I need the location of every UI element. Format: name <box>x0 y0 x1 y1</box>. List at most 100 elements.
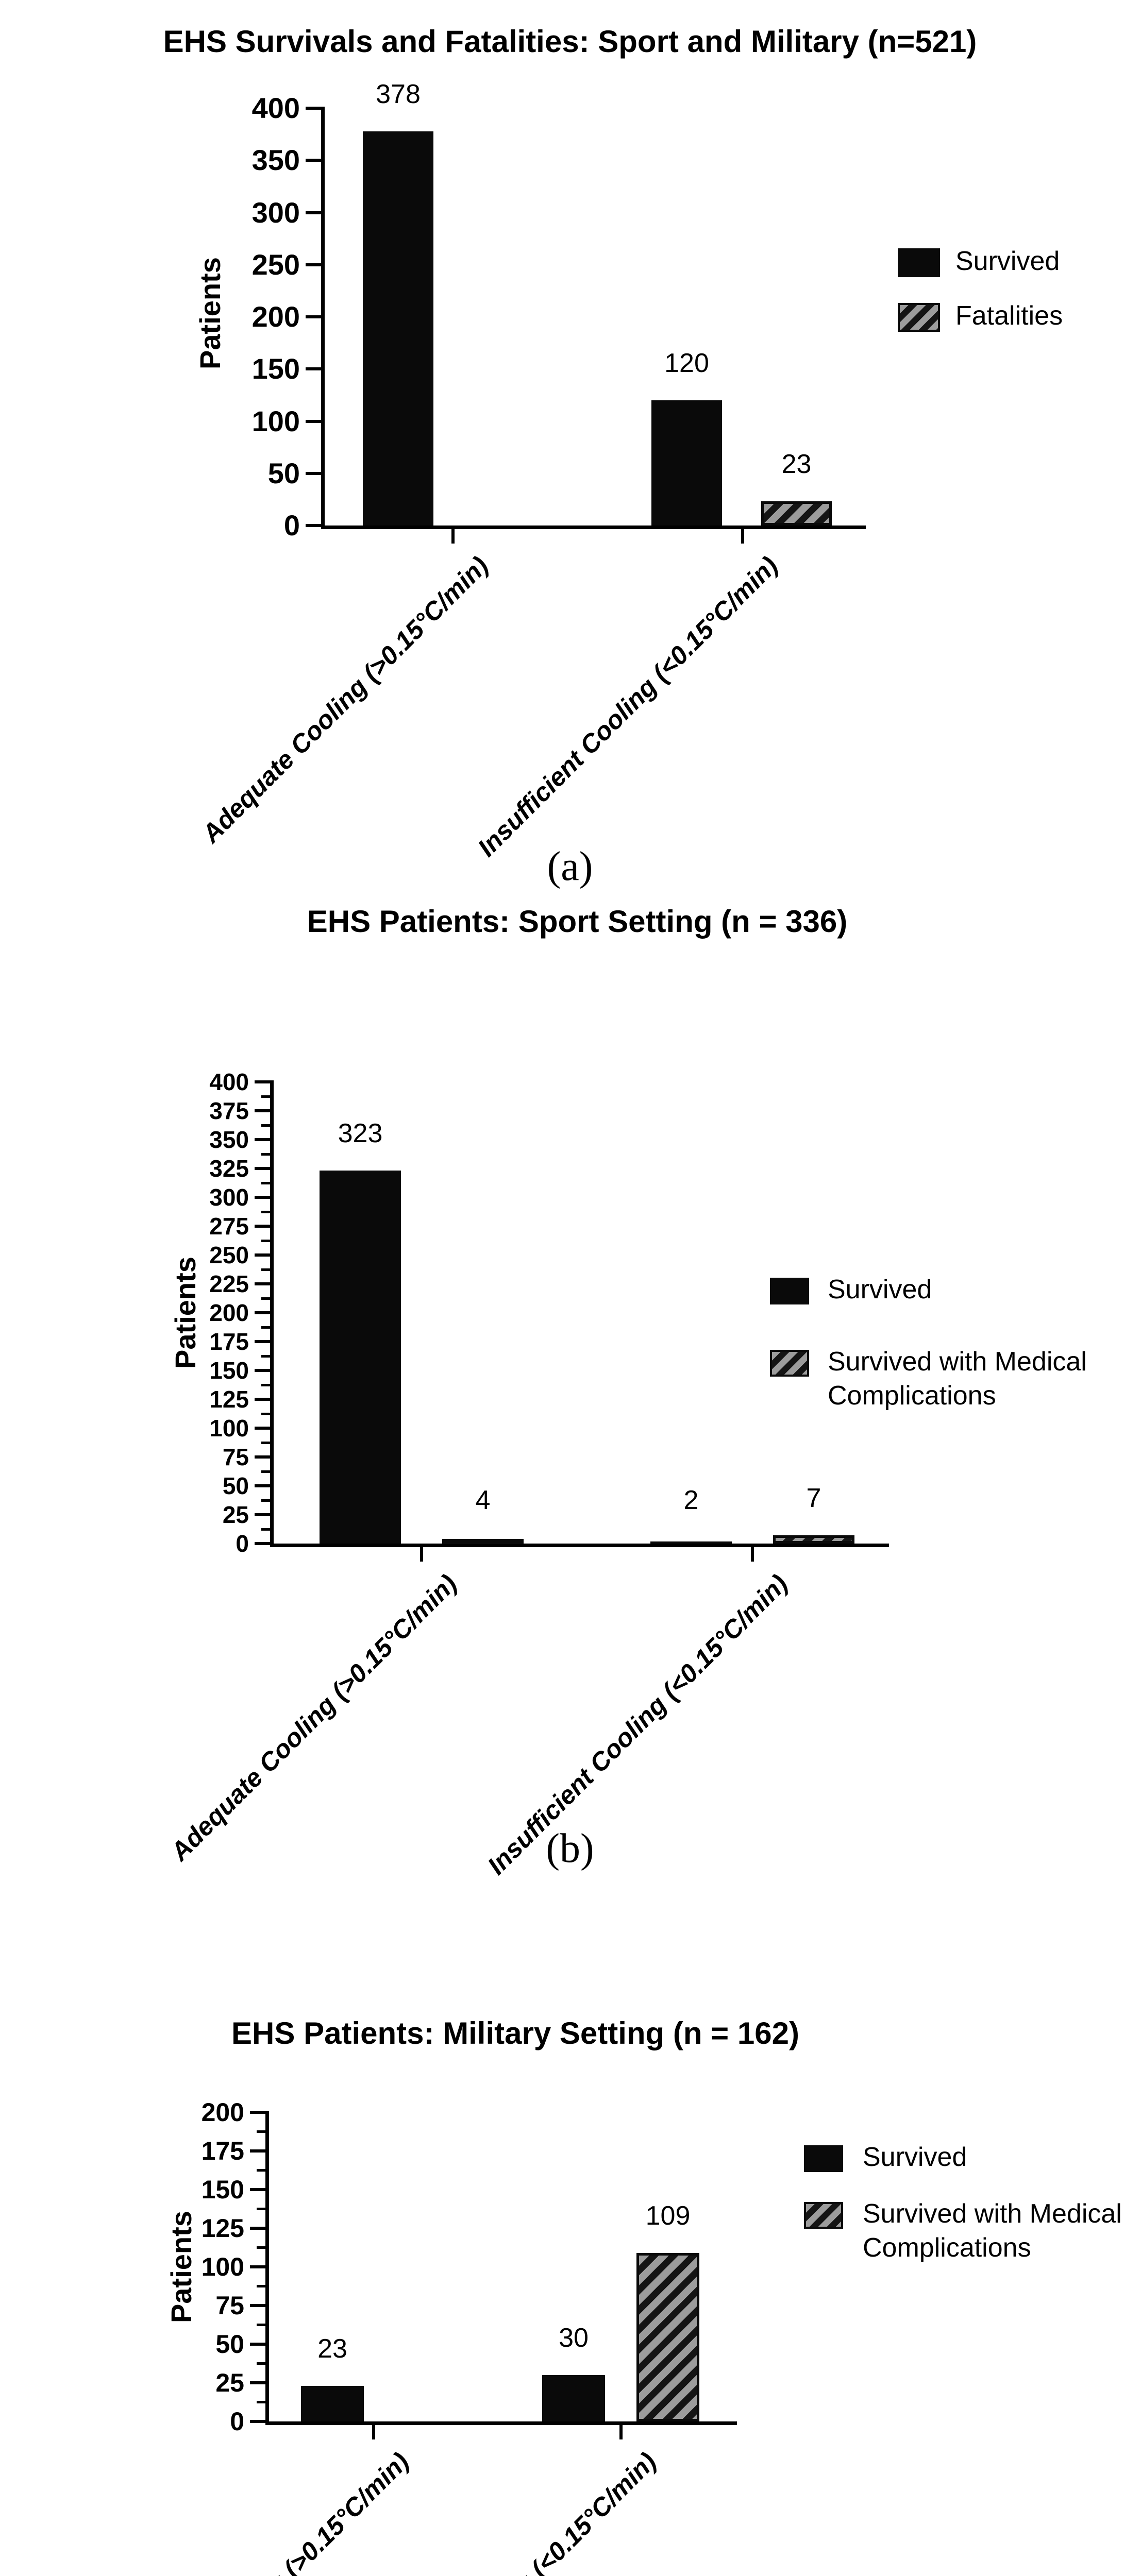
y-tick-mark <box>306 524 321 527</box>
y-tick-label: 250 <box>209 1242 249 1268</box>
bar-value-label: 4 <box>475 1485 491 1515</box>
y-tick-mark <box>306 367 321 371</box>
legend-swatch-hatched <box>804 2202 843 2229</box>
y-minor-tick-mark <box>261 1239 270 1242</box>
bar-value-label: 23 <box>317 2334 347 2364</box>
y-tick-mark <box>306 107 321 110</box>
x-tick-mark <box>741 529 744 544</box>
y-minor-tick-mark <box>257 2285 265 2287</box>
y-tick-mark <box>250 2111 265 2114</box>
chart-b-title: EHS Patients: Sport Setting (n = 336) <box>307 904 848 939</box>
y-minor-tick-mark <box>261 1441 270 1444</box>
bar-survived <box>301 2386 364 2421</box>
y-tick-mark <box>255 1455 270 1459</box>
bar-value-label: 323 <box>338 1118 383 1149</box>
y-tick-mark <box>255 1109 270 1112</box>
y-tick-mark <box>306 419 321 423</box>
y-tick-mark <box>250 2149 265 2153</box>
y-tick-mark <box>250 2381 265 2384</box>
y-tick-mark <box>250 2227 265 2230</box>
y-tick-mark <box>255 1398 270 1401</box>
x-category-label: Adequate Cooling (>0.15°C/min) <box>196 551 494 849</box>
chart-b-panel-label: (b) <box>546 1826 594 1871</box>
legend-label: Survived with Medical <box>863 2199 1122 2229</box>
y-tick-label: 200 <box>251 300 300 333</box>
legend-swatch-solid <box>804 2145 843 2172</box>
y-minor-tick-mark <box>257 2362 265 2365</box>
y-tick-mark <box>255 1138 270 1141</box>
chart-a-y-axis <box>321 107 325 529</box>
y-tick-label: 175 <box>201 2137 244 2165</box>
legend-label: Complications <box>828 1381 996 1411</box>
y-minor-tick-mark <box>261 1412 270 1415</box>
y-tick-label: 150 <box>209 1357 249 1384</box>
y-minor-tick-mark <box>257 2169 265 2172</box>
x-tick-mark <box>420 1547 423 1562</box>
y-minor-tick-mark <box>257 2324 265 2326</box>
chart-b-y-axis <box>270 1080 274 1547</box>
y-tick-mark <box>250 2343 265 2346</box>
y-minor-tick-mark <box>261 1383 270 1386</box>
y-tick-label: 175 <box>209 1328 249 1355</box>
y-tick-label: 225 <box>209 1270 249 1297</box>
chart-b-x-axis <box>270 1544 889 1547</box>
x-tick-mark <box>751 1547 754 1562</box>
y-tick-mark <box>255 1253 270 1257</box>
y-tick-mark <box>255 1542 270 1545</box>
bar-value-label: 23 <box>781 449 812 480</box>
y-tick-label: 200 <box>209 1299 249 1326</box>
y-tick-mark <box>255 1080 270 1083</box>
y-tick-mark <box>255 1282 270 1285</box>
legend-label: Fatalities <box>955 301 1063 331</box>
y-minor-tick-mark <box>261 1210 270 1213</box>
bar-survived-with-medical-complications <box>773 1535 854 1544</box>
bar-survived <box>650 1541 732 1544</box>
y-tick-mark <box>306 159 321 162</box>
x-tick-mark <box>451 529 455 544</box>
y-tick-mark <box>255 1369 270 1372</box>
y-tick-label: 0 <box>236 1530 249 1557</box>
y-tick-mark <box>250 2188 265 2191</box>
bar-value-label: 2 <box>683 1485 699 1515</box>
y-tick-label: 275 <box>209 1213 249 1240</box>
y-tick-label: 125 <box>209 1386 249 1413</box>
y-tick-label: 0 <box>230 2407 244 2436</box>
bar-fatalities <box>761 501 832 526</box>
legend-swatch-hatched <box>898 303 940 332</box>
y-tick-label: 325 <box>209 1155 249 1182</box>
y-tick-label: 400 <box>251 92 300 124</box>
y-tick-label: 350 <box>251 144 300 177</box>
y-minor-tick-mark <box>257 2246 265 2249</box>
y-tick-mark <box>255 1196 270 1199</box>
y-tick-label: 300 <box>209 1184 249 1211</box>
y-tick-label: 150 <box>201 2175 244 2204</box>
y-tick-mark <box>250 2304 265 2307</box>
y-minor-tick-mark <box>257 2130 265 2133</box>
x-tick-mark <box>619 2425 623 2439</box>
y-tick-label: 100 <box>251 404 300 437</box>
y-minor-tick-mark <box>257 2208 265 2210</box>
y-minor-tick-mark <box>261 1354 270 1358</box>
y-tick-mark <box>250 2420 265 2423</box>
bar-survived <box>542 2375 605 2421</box>
legend-swatch-solid <box>898 248 940 277</box>
y-minor-tick-mark <box>261 1297 270 1300</box>
x-tick-mark <box>372 2425 375 2439</box>
y-tick-mark <box>255 1311 270 1314</box>
y-tick-label: 200 <box>201 2098 244 2127</box>
y-tick-label: 250 <box>251 248 300 281</box>
y-tick-label: 25 <box>215 2368 244 2397</box>
bar-value-label: 30 <box>559 2323 589 2353</box>
y-tick-label: 400 <box>209 1069 249 1095</box>
y-tick-label: 350 <box>209 1126 249 1153</box>
y-tick-mark <box>306 471 321 475</box>
y-tick-label: 150 <box>251 352 300 385</box>
bar-survived-with-medical-complications <box>636 2253 699 2421</box>
y-minor-tick-mark <box>261 1095 270 1098</box>
y-tick-label: 50 <box>267 456 300 489</box>
y-tick-mark <box>306 315 321 318</box>
y-tick-mark <box>255 1427 270 1430</box>
legend-swatch-solid <box>770 1278 809 1304</box>
y-tick-label: 100 <box>201 2252 244 2281</box>
